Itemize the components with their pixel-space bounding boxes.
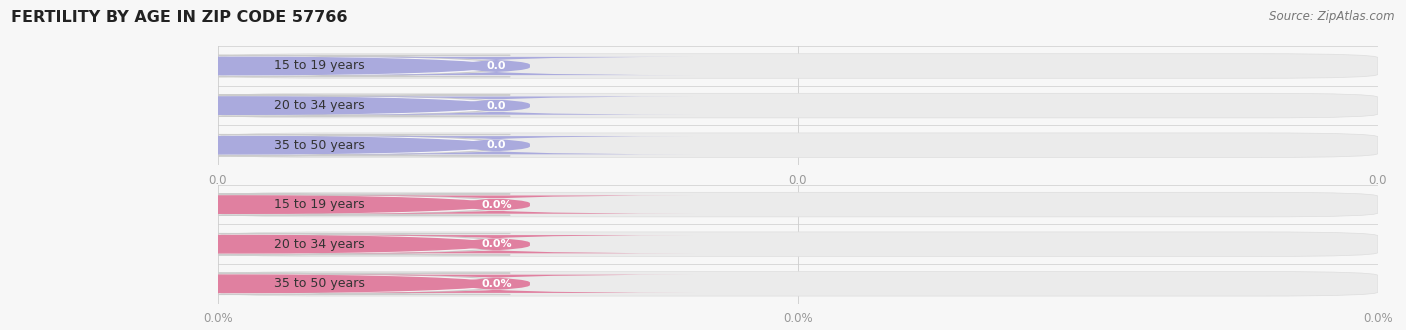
FancyBboxPatch shape <box>298 96 695 115</box>
FancyBboxPatch shape <box>215 273 510 294</box>
Circle shape <box>0 97 494 114</box>
FancyBboxPatch shape <box>215 55 510 77</box>
FancyBboxPatch shape <box>218 133 1378 157</box>
FancyBboxPatch shape <box>218 272 1378 296</box>
FancyBboxPatch shape <box>215 194 510 215</box>
Text: 0.0%: 0.0% <box>481 200 512 210</box>
Text: 20 to 34 years: 20 to 34 years <box>274 99 364 112</box>
FancyBboxPatch shape <box>298 57 695 75</box>
FancyBboxPatch shape <box>218 192 1378 217</box>
Circle shape <box>0 57 494 75</box>
Text: 0.0%: 0.0% <box>1362 312 1393 325</box>
FancyBboxPatch shape <box>218 93 1378 118</box>
Text: 35 to 50 years: 35 to 50 years <box>274 277 364 290</box>
Circle shape <box>0 275 494 292</box>
Text: 35 to 50 years: 35 to 50 years <box>274 139 364 152</box>
Circle shape <box>0 137 494 154</box>
Circle shape <box>0 196 494 213</box>
Text: 0.0%: 0.0% <box>202 312 233 325</box>
FancyBboxPatch shape <box>298 136 695 154</box>
Text: 0.0: 0.0 <box>208 174 228 187</box>
FancyBboxPatch shape <box>298 195 695 214</box>
FancyBboxPatch shape <box>218 54 1378 78</box>
Text: Source: ZipAtlas.com: Source: ZipAtlas.com <box>1270 10 1395 23</box>
FancyBboxPatch shape <box>218 232 1378 256</box>
FancyBboxPatch shape <box>215 95 510 116</box>
Text: 0.0: 0.0 <box>486 101 506 111</box>
Circle shape <box>0 236 494 253</box>
Text: 0.0: 0.0 <box>486 140 506 150</box>
Text: 0.0%: 0.0% <box>481 239 512 249</box>
Text: 15 to 19 years: 15 to 19 years <box>274 59 364 73</box>
Text: 20 to 34 years: 20 to 34 years <box>274 238 364 251</box>
FancyBboxPatch shape <box>298 275 695 293</box>
FancyBboxPatch shape <box>298 235 695 253</box>
Text: 0.0%: 0.0% <box>783 312 813 325</box>
Text: 0.0: 0.0 <box>486 61 506 71</box>
Text: FERTILITY BY AGE IN ZIP CODE 57766: FERTILITY BY AGE IN ZIP CODE 57766 <box>11 10 347 25</box>
Text: 15 to 19 years: 15 to 19 years <box>274 198 364 211</box>
FancyBboxPatch shape <box>215 135 510 156</box>
Text: 0.0: 0.0 <box>1368 174 1388 187</box>
Text: 0.0: 0.0 <box>789 174 807 187</box>
Text: 0.0%: 0.0% <box>481 279 512 289</box>
FancyBboxPatch shape <box>215 234 510 255</box>
